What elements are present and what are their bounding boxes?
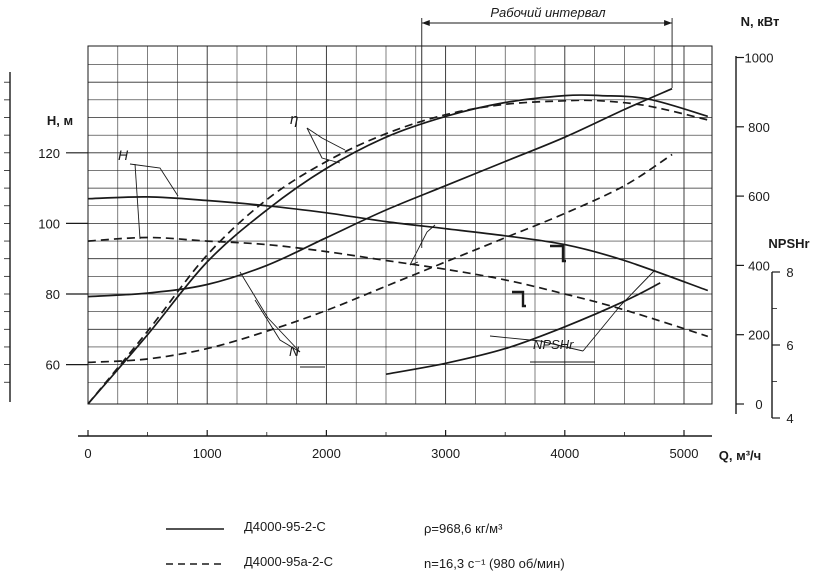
- x-tick-label: 1000: [193, 446, 222, 461]
- curve-label-npsh: NPSHr: [533, 337, 574, 352]
- annotations: Рабочий интервал N, кВт H, м NPSHr Q, м³…: [47, 5, 810, 463]
- npsh-tick-label: 6: [786, 338, 793, 353]
- density-note: ρ=968,6 кг/м³: [424, 521, 503, 536]
- series-line-h-dashed: [87, 236, 709, 338]
- curve-label-h: H: [118, 147, 129, 163]
- curve-label-leader: [306, 127, 346, 151]
- curve-label-eta: η: [290, 111, 298, 128]
- working-interval-arrow-left: [421, 20, 430, 26]
- step-marker: [550, 244, 566, 263]
- x-tick-label: 4000: [550, 446, 579, 461]
- head-tick-label: 80: [46, 287, 60, 302]
- head-axis-title: H, м: [47, 113, 73, 128]
- curve-label-leader: [582, 269, 656, 352]
- series-layer: [87, 87, 709, 405]
- curve-label-leader: [409, 224, 436, 266]
- power-tick-label: 0: [755, 397, 762, 412]
- speed-note: n=16,3 с⁻¹ (980 об/мин): [424, 556, 565, 571]
- working-interval-label: Рабочий интервал: [490, 5, 606, 20]
- head-tick-label: 100: [38, 216, 60, 231]
- x-axis-title: Q, м³/ч: [719, 448, 761, 463]
- series-line-n-dashed: [87, 153, 673, 364]
- curve-label-leader: [489, 335, 584, 352]
- curve-label-leader: [134, 163, 141, 240]
- curve-label-leader: [254, 299, 301, 353]
- curve-label-leader: [239, 271, 301, 353]
- series-line-eta-solid: [87, 94, 709, 405]
- power-axis-title: N, кВт: [741, 14, 780, 29]
- npsh-tick-label: 8: [786, 265, 793, 280]
- series-line-n-solid: [87, 87, 673, 298]
- head-tick-label: 120: [38, 146, 60, 161]
- power-tick-label: 600: [748, 189, 770, 204]
- curve-label-leader: [306, 127, 341, 164]
- power-tick-label: 400: [748, 258, 770, 273]
- working-interval-arrow-right: [664, 20, 673, 26]
- x-tick-label: 3000: [431, 446, 460, 461]
- power-tick-label: 200: [748, 328, 770, 343]
- head-tick-label: 60: [46, 358, 60, 373]
- curve-label-leader: [129, 163, 179, 197]
- curve-label-n: N: [289, 343, 300, 359]
- series-line-h-solid: [87, 196, 709, 292]
- grid: [87, 45, 713, 405]
- x-tick-label: 5000: [670, 446, 699, 461]
- x-tick-label: 2000: [312, 446, 341, 461]
- power-tick-label: 800: [748, 120, 770, 135]
- legend-solid-swatch: [166, 528, 224, 530]
- plot-frame: [87, 45, 713, 405]
- legend-solid-label: Д4000-95-2-С: [244, 519, 326, 534]
- npsh-axis-title: NPSHr: [768, 236, 809, 251]
- curve-label-leader: [409, 261, 419, 266]
- x-tick-label: 0: [84, 446, 91, 461]
- legend-dashed-swatch: [166, 563, 224, 565]
- power-tick-label: 1000: [745, 51, 774, 66]
- legend-dashed-label: Д4000-95а-2-С: [244, 554, 334, 569]
- npsh-tick-label: 4: [786, 411, 793, 426]
- axes: 0 1000 2000 3000 4000 5000 60 80 100 120 0 200 400 60…: [4, 18, 794, 461]
- series-line-npshr-solid: [385, 282, 661, 376]
- series-line-eta-dashed: [87, 99, 708, 405]
- step-marker: [512, 290, 526, 308]
